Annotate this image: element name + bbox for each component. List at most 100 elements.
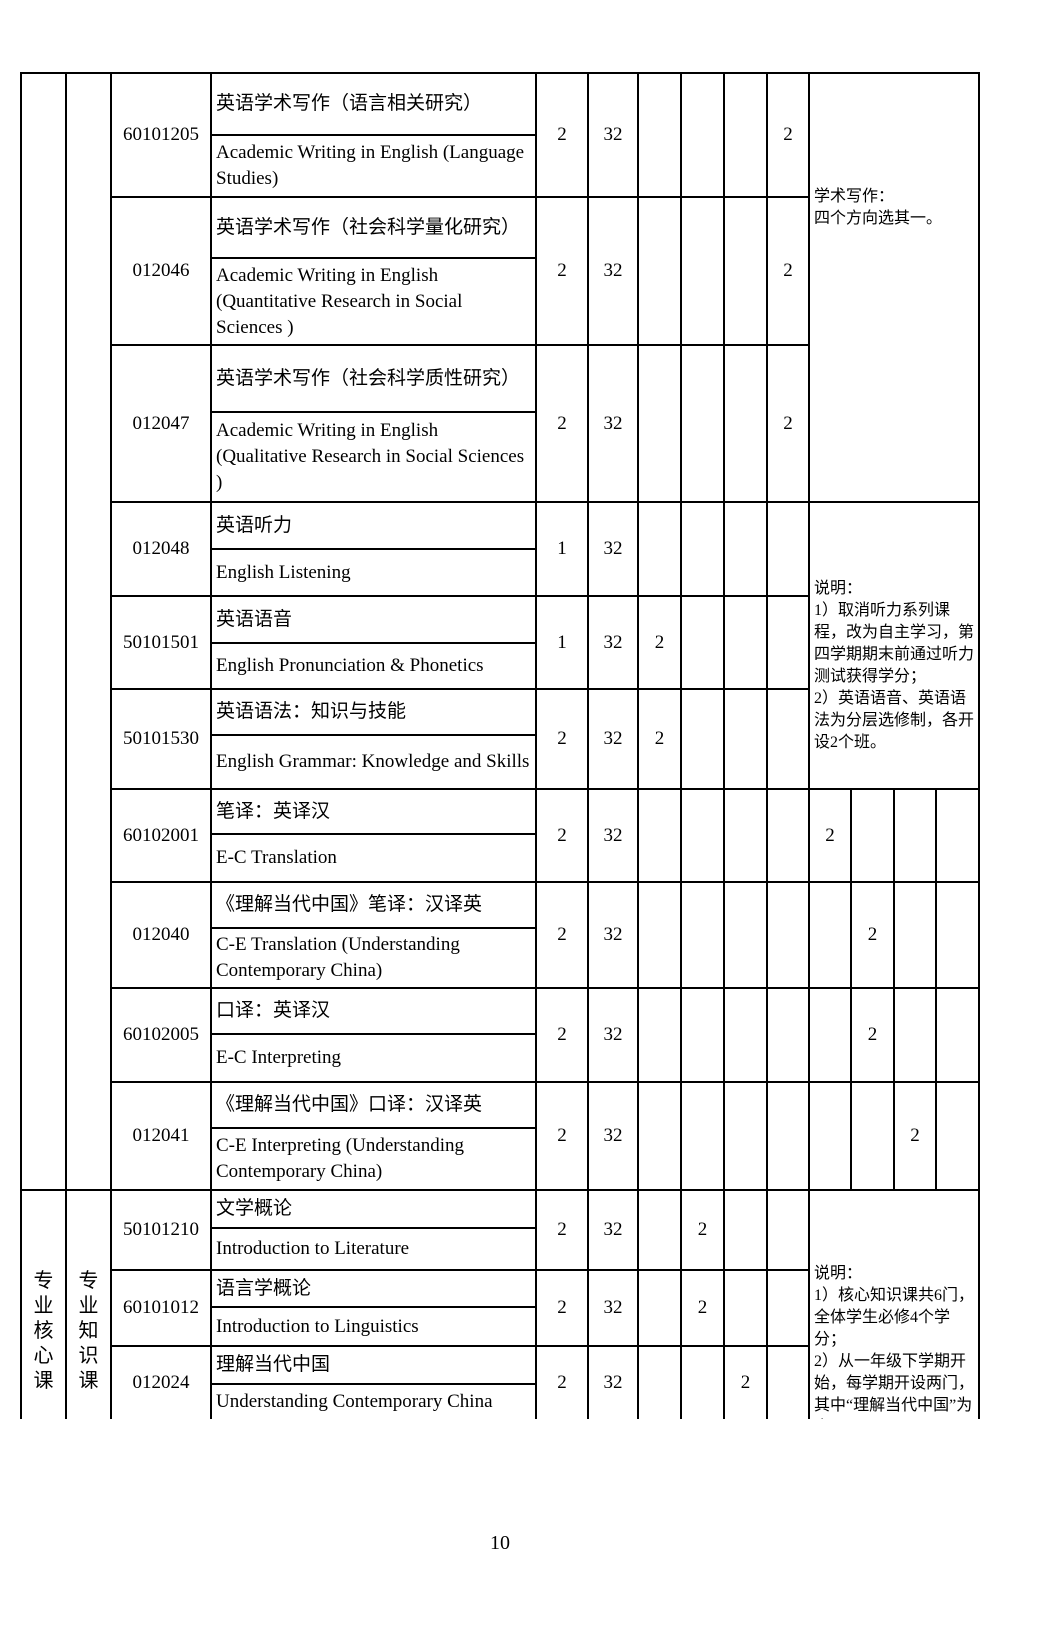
- course-table: 60101205 英语学术写作（语言相关研究） 2 32 2 学术写作： 四个方向选其一。…: [20, 72, 980, 1419]
- course-name-cn: 理解当代中国: [210, 1345, 537, 1385]
- semester-6-cell: [850, 788, 895, 883]
- course-row: 专业核心课 专业知识课 50101210 文学概论 2 32 2 说明： 1）核心知识课共6门…: [20, 1189, 980, 1419]
- hours: 32: [587, 1345, 639, 1419]
- course-row-en: English Listening: [21, 548, 979, 597]
- course-row-en: E-C Translation: [21, 833, 979, 883]
- course-row: 012024 理解当代中国 2 32 2: [21, 1345, 979, 1419]
- course-row: 012040 《理解当代中国》笔译：汉译英 2 32 2: [21, 881, 980, 989]
- semester-6-cell: 2: [850, 881, 895, 989]
- course-row: 60101012 语言学概论 2 32 2: [21, 1269, 979, 1347]
- hours: 32: [587, 788, 639, 883]
- semester-4-cell: [766, 1269, 810, 1347]
- semester-1-cell: [637, 1189, 682, 1271]
- subcategory-cell: 专业知识课: [65, 1189, 112, 1419]
- semester-7-cell: [893, 788, 937, 883]
- semester-3-cell: [723, 1189, 768, 1271]
- semester-1-cell: [637, 1081, 682, 1191]
- course-code: 50101530: [110, 688, 212, 790]
- remarks-text: 说明： 1）核心知识课共6门，全体学生必修4个学分； 2）从一年级下学期开始，每…: [814, 1265, 975, 1414]
- hours: 32: [587, 196, 639, 346]
- credits: 2: [535, 1345, 589, 1419]
- semester-4-cell: [766, 788, 810, 883]
- semester-6-cell: 2: [850, 987, 895, 1083]
- credits: 2: [535, 1081, 589, 1191]
- course-name-en: Academic Writing in English (Qualitative…: [210, 411, 537, 503]
- course-row: 60102001 笔译：英译汉 2 32 2: [21, 788, 980, 883]
- hours: 32: [587, 501, 639, 597]
- semester-4-cell: [766, 1189, 810, 1271]
- semester-1-cell: 2: [637, 688, 682, 790]
- course-code: 012047: [110, 344, 212, 503]
- course-code: 012041: [110, 1081, 212, 1191]
- semester-3-cell: [723, 344, 768, 503]
- course-name-cn: 语言学概论: [210, 1269, 537, 1308]
- semester-1-cell: [637, 196, 682, 346]
- semester-1-cell: [637, 788, 682, 883]
- semester-5-cell: [808, 1081, 852, 1191]
- course-name-en: Introduction to Literature: [210, 1227, 537, 1271]
- course-name-en: C-E Interpreting (Understanding Contempo…: [210, 1127, 537, 1191]
- semester-3-cell: [723, 788, 768, 883]
- semester-3-cell: [723, 595, 768, 690]
- semester-4-cell: 2: [766, 196, 810, 346]
- semester-4-cell: 2: [766, 344, 810, 503]
- semester-3-cell: [723, 688, 768, 790]
- course-row-en: C-E Translation (Understanding Contempor…: [21, 927, 979, 989]
- subcategory-cell-empty: [65, 72, 112, 1191]
- course-name-cn: 笔译：英译汉: [210, 788, 537, 835]
- page-number: 10: [490, 1532, 510, 1554]
- course-code: 60101205: [110, 72, 212, 198]
- credits: 2: [535, 1269, 589, 1347]
- course-code: 50101210: [110, 1189, 212, 1271]
- semester-1-cell: [637, 1345, 682, 1419]
- remarks-cell: 说明： 1）取消听力系列课程，改为自主学习，第四学期期末前通过听力测试获得学分；…: [807, 501, 980, 790]
- course-name-en: E-C Interpreting: [210, 1033, 537, 1083]
- semester-3-cell: [723, 501, 768, 597]
- semester-4-cell: [766, 881, 810, 989]
- course-code: 012046: [110, 196, 212, 346]
- course-row: 012046 英语学术写作（社会科学量化研究） 2 32 2: [21, 196, 979, 346]
- credits: 1: [535, 595, 589, 690]
- hours: 32: [587, 1189, 639, 1271]
- semester-2-cell: [680, 595, 725, 690]
- semester-2-cell: 2: [680, 1269, 725, 1347]
- course-code: 012040: [110, 881, 212, 989]
- hours: 32: [587, 881, 639, 989]
- semester-3-cell: [723, 196, 768, 346]
- semester-2-cell: [680, 788, 725, 883]
- course-row: 012048 英语听力 1 32 说明： 1）取消听力系列课程，改为自主学习，第四学期期…: [21, 501, 980, 790]
- semester-2-cell: 2: [680, 1189, 725, 1271]
- course-row-en: E-C Interpreting: [21, 1033, 979, 1083]
- subcategory-label: 专业知识课: [78, 1269, 99, 1392]
- semester-8-cell: [934, 881, 980, 989]
- course-name-cn: 英语语法：知识与技能: [210, 688, 537, 736]
- semester-8-cell: [934, 788, 980, 883]
- course-name-en: Academic Writing in English (Quantitativ…: [210, 257, 537, 346]
- course-name-en: Understanding Contemporary China: [210, 1383, 537, 1419]
- remarks-text: 学术写作： 四个方向选其一。: [814, 187, 943, 227]
- credits: 2: [535, 1189, 589, 1271]
- semester-2-cell: [680, 881, 725, 989]
- semester-2-cell: [680, 196, 725, 346]
- course-row: 012041 《理解当代中国》口译：汉译英 2 32 2: [21, 1081, 980, 1191]
- hours: 32: [587, 987, 639, 1083]
- semester-5-cell: [808, 987, 852, 1083]
- semester-6-cell: [850, 1081, 895, 1191]
- course-row-en: English Pronunciation & Phonetics: [21, 642, 979, 690]
- category-cell: 专业核心课: [20, 1189, 67, 1419]
- credits: 2: [535, 881, 589, 989]
- course-code: 60102005: [110, 987, 212, 1083]
- course-name-en: E-C Translation: [210, 833, 537, 883]
- semester-2-cell: [680, 688, 725, 790]
- semester-3-cell: [723, 987, 768, 1083]
- semester-7-cell: [893, 987, 937, 1083]
- category-label: 专业核心课: [33, 1269, 54, 1392]
- course-name-en: English Pronunciation & Phonetics: [210, 642, 537, 690]
- course-name-en: English Grammar: Knowledge and Skills: [210, 734, 537, 790]
- semester-3-cell: [723, 881, 768, 989]
- semester-3-cell: [723, 1081, 768, 1191]
- credits: 2: [535, 72, 589, 198]
- course-name-cn: 英语学术写作（社会科学质性研究）: [210, 344, 537, 413]
- credits: 2: [535, 788, 589, 883]
- hours: 32: [587, 1081, 639, 1191]
